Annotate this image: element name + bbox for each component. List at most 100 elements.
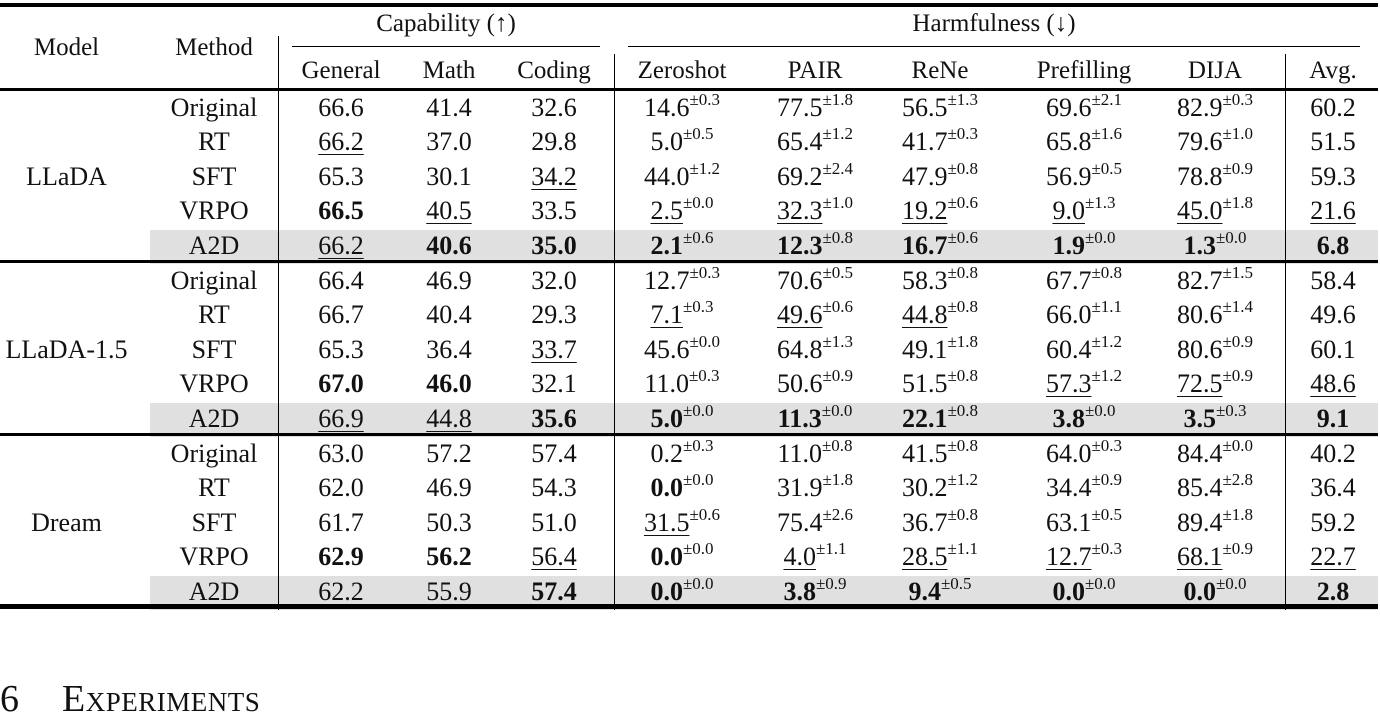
method-label: Original	[170, 439, 258, 468]
coding-cell: 57.4	[500, 437, 608, 471]
cell-value: 49.6	[776, 300, 823, 329]
avg-cell: 60.2	[1288, 91, 1378, 125]
cell-value: 40.4	[426, 300, 472, 329]
harm-cell-dija: 1.3±0.0	[1183, 228, 1247, 260]
cell-value: 40.2	[1310, 439, 1356, 468]
general-cell: 66.2	[286, 229, 396, 263]
harm-cell-zeroshot: 0.0±0.0	[650, 470, 714, 502]
cell-value: 65.4	[776, 127, 823, 156]
general-cell: 65.3	[286, 333, 396, 367]
cell-value: 1.3	[1183, 231, 1216, 260]
harm-cell-prefilling: 3.8±0.0	[1052, 401, 1116, 433]
highlight-row-bg	[150, 402, 1378, 437]
harm-cell-prefilling: 66.0±1.1	[1045, 297, 1123, 329]
math-cell: 55.9	[404, 575, 494, 609]
cell-value: 56.9	[1045, 162, 1092, 191]
coding-cell: 29.3	[500, 298, 608, 332]
cell-value: 0.0	[650, 577, 683, 606]
harm-cell-zeroshot: 7.1±0.3	[650, 297, 714, 329]
cell-value: 32.1	[531, 369, 577, 398]
harm-cell-pair: 31.9±1.8	[776, 470, 854, 502]
cell-value: 64.8	[776, 335, 823, 364]
cell-value: 51.5	[901, 369, 948, 398]
cell-value: 41.7	[901, 127, 948, 156]
harm-cell-rene: 16.7±0.6	[901, 228, 979, 260]
harm-cell-zeroshot: 44.0±1.2	[643, 159, 721, 191]
method-label: RT	[198, 300, 230, 329]
cell-value: 22.7	[1310, 542, 1356, 571]
method-label: A2D	[188, 231, 240, 260]
harm-cell-dija: 82.7±1.5	[1176, 263, 1254, 295]
cell-value: 34.4	[1045, 473, 1092, 502]
method-label: VRPO	[179, 369, 249, 398]
cell-value: 66.5	[318, 196, 364, 225]
harm-cell-rene: 56.5±1.3	[901, 90, 979, 122]
harm-cell-prefilling: 1.9±0.0	[1052, 228, 1116, 260]
cell-value: 34.2	[531, 162, 577, 191]
cell-value: 33.5	[531, 196, 577, 225]
harm-cell-dija: 0.0±0.0	[1183, 574, 1247, 606]
cell-value: 28.5	[901, 542, 948, 571]
general-cell: 62.0	[286, 471, 396, 505]
harm-cell-dija: 85.4±2.8	[1176, 470, 1254, 502]
cell-value: 31.5	[643, 508, 690, 537]
math-cell: 44.8	[404, 402, 494, 436]
general-cell: 65.3	[286, 160, 396, 194]
highlight-row-bg	[150, 229, 1378, 264]
cell-value: 50.6	[776, 369, 823, 398]
cell-value: 32.6	[531, 93, 577, 122]
harm-cell-zeroshot: 14.6±0.3	[643, 90, 721, 122]
cell-value: 12.3	[776, 231, 823, 260]
method-label: Original	[170, 93, 258, 122]
coding-cell: 34.2	[500, 160, 608, 194]
cell-value: 58.4	[1310, 266, 1356, 295]
general-cell: 62.2	[286, 575, 396, 609]
header-zeroshot: Zeroshot	[637, 57, 727, 84]
harm-cell-pair: 70.6±0.5	[776, 263, 854, 295]
cell-value: 67.0	[318, 369, 364, 398]
cell-value: 69.2	[776, 162, 823, 191]
cell-value: 54.3	[531, 473, 577, 502]
vline-header-2	[614, 54, 615, 89]
harm-cell-dija: 79.6±1.0	[1176, 124, 1254, 156]
coding-cell: 57.4	[500, 575, 608, 609]
cell-value: 59.2	[1310, 508, 1356, 537]
cell-value: 60.4	[1045, 335, 1092, 364]
cell-value: 31.9	[776, 473, 823, 502]
harm-cell-zeroshot: 12.7±0.3	[643, 263, 721, 295]
harm-cell-rene: 28.5±1.1	[901, 539, 979, 571]
cell-value: 37.0	[426, 127, 472, 156]
cell-value: 49.6	[1310, 300, 1356, 329]
cell-value: 75.4	[776, 508, 823, 537]
header-rene: ReNe	[911, 57, 969, 84]
method-label: SFT	[191, 508, 237, 537]
math-cell: 40.4	[404, 298, 494, 332]
cell-value: 3.8	[783, 577, 816, 606]
method-label: Original	[170, 266, 258, 295]
math-cell: 57.2	[404, 437, 494, 471]
harm-cell-rene: 9.4±0.5	[908, 574, 972, 606]
avg-cell: 9.1	[1288, 402, 1378, 436]
harm-cell-prefilling: 12.7±0.3	[1045, 539, 1123, 571]
cell-value: 49.1	[901, 335, 948, 364]
cell-value: 45.6	[643, 335, 690, 364]
avg-cell: 51.5	[1288, 125, 1378, 159]
harm-cell-zeroshot: 11.0±0.3	[644, 366, 720, 398]
method-label: A2D	[188, 404, 240, 433]
header-coding: Coding	[517, 57, 591, 84]
coding-cell: 33.7	[500, 333, 608, 367]
header-method: Method	[175, 34, 253, 61]
cell-value: 36.4	[426, 335, 472, 364]
cell-value: 66.0	[1045, 300, 1092, 329]
cell-value: 9.4	[908, 577, 941, 606]
cell-value: 44.8	[426, 404, 472, 433]
coding-cell: 32.6	[500, 91, 608, 125]
harm-cell-rene: 22.1±0.8	[901, 401, 979, 433]
general-cell: 66.5	[286, 194, 396, 228]
harm-cell-pair: 50.6±0.9	[776, 366, 854, 398]
cell-value: 30.1	[426, 162, 472, 191]
method-label: SFT	[191, 335, 237, 364]
harm-cell-pair: 12.3±0.8	[776, 228, 854, 260]
harm-cell-rene: 30.2±1.2	[901, 470, 979, 502]
header-model: Model	[33, 34, 100, 61]
